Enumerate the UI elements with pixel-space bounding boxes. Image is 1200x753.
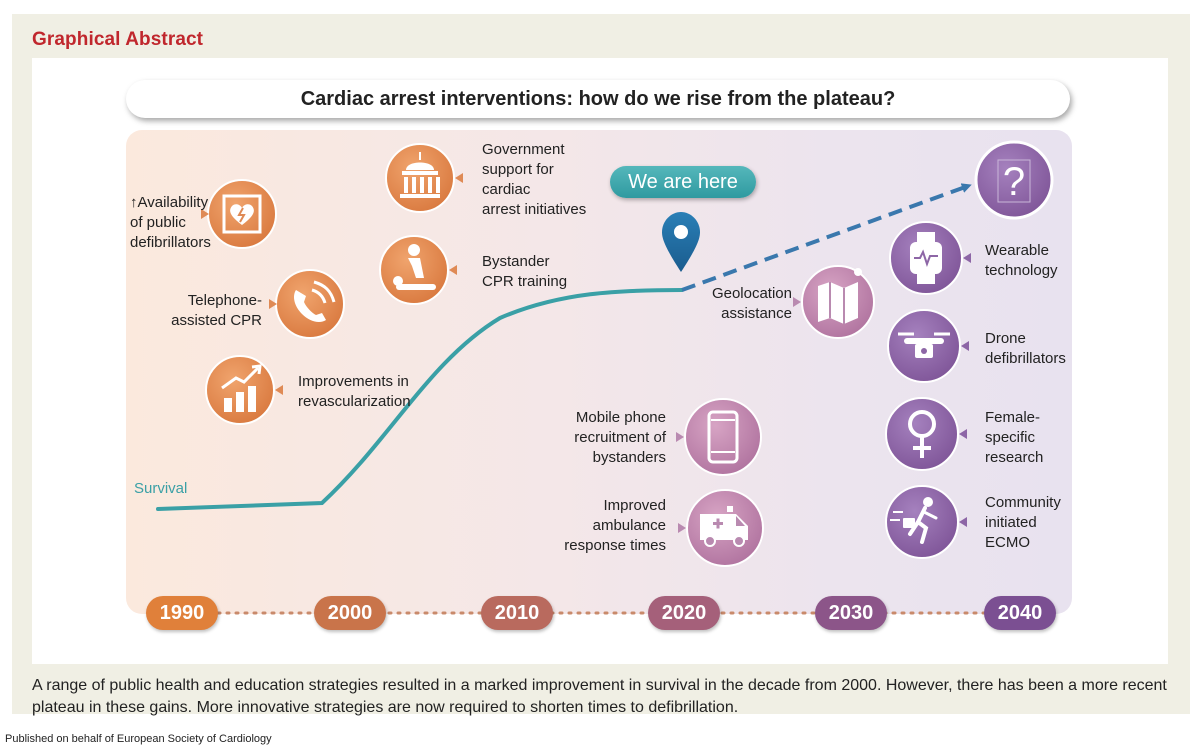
label-revascularization: Improvements in revascularization xyxy=(298,373,411,410)
growth-chart-icon xyxy=(205,355,283,425)
svg-text:?: ? xyxy=(1003,160,1025,204)
phone-icon xyxy=(269,269,345,339)
survival-label: Survival xyxy=(134,480,188,497)
defibrillator-icon xyxy=(201,179,277,249)
label-mobile-phone-recruitment: Mobile phone recruitment of bystanders xyxy=(574,409,666,466)
label-female-research: Female- specific research xyxy=(985,409,1044,466)
smartwatch-icon xyxy=(889,221,971,295)
label-bystander-cpr: Bystander CPR training xyxy=(482,253,568,290)
drone-icon xyxy=(887,309,969,383)
label-geolocation: Geolocation assistance xyxy=(711,285,792,322)
year-2000: 2000 xyxy=(314,596,386,630)
up-arrow-icon: ↑ xyxy=(130,194,138,211)
year-2030: 2030 xyxy=(815,596,887,630)
label-public-defibrillators: ↑Availability of public defibrillators xyxy=(130,194,211,251)
survival-curve xyxy=(156,288,684,511)
we-are-here-badge: We are here xyxy=(610,166,756,198)
projection-arrow xyxy=(681,183,972,292)
label-wearable: Wearable technology xyxy=(985,242,1058,279)
figure-caption: A range of public health and education s… xyxy=(32,677,1167,716)
cpr-icon xyxy=(379,235,457,305)
ambulance-icon xyxy=(678,489,764,567)
year-2040: 2040 xyxy=(984,596,1056,630)
mobile-phone-icon xyxy=(676,398,762,476)
label-community-ecmo: Community initiated ECMO xyxy=(985,494,1061,551)
graphical-abstract-heading: Graphical Abstract xyxy=(32,29,204,50)
runner-with-case-icon xyxy=(885,485,967,559)
year-1990: 1990 xyxy=(146,596,218,630)
year-2010: 2010 xyxy=(481,596,553,630)
year-2020: 2020 xyxy=(648,596,720,630)
label-drone: Drone defibrillators xyxy=(985,330,1066,367)
government-building-icon xyxy=(385,143,463,213)
label-ambulance-response: Improved ambulance response times xyxy=(564,497,666,554)
map-icon xyxy=(793,265,875,339)
label-government-support: Government support for cardiac arrest in… xyxy=(482,141,587,218)
female-symbol-icon xyxy=(885,397,967,471)
location-pin-icon xyxy=(662,212,700,272)
publisher-note: Published on behalf of European Society … xyxy=(5,733,272,745)
label-telephone-cpr: Telephone- assisted CPR xyxy=(171,292,262,329)
figure-title: Cardiac arrest interventions: how do we … xyxy=(126,80,1070,118)
question-mark-icon: ? xyxy=(974,140,1054,220)
